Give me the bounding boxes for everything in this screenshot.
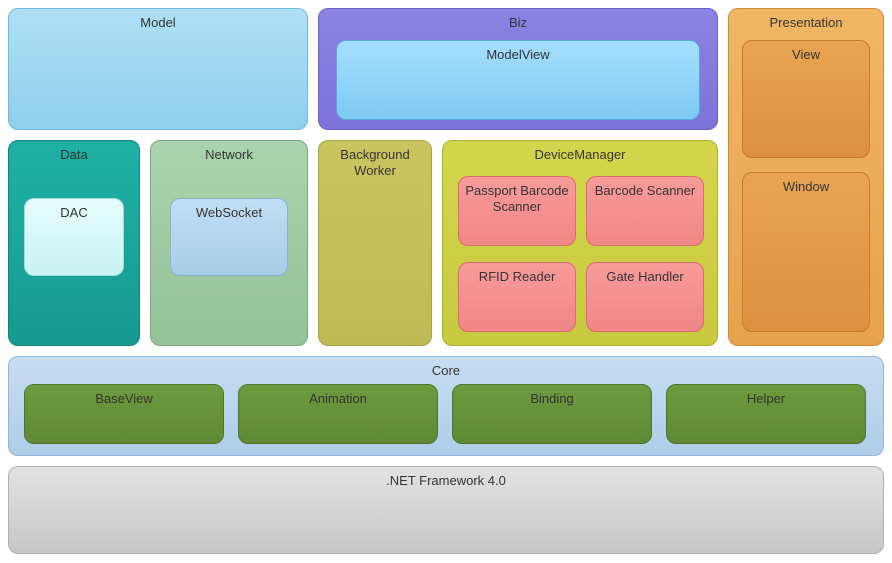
- modelview-box: ModelView: [336, 40, 700, 120]
- animation-label: Animation: [309, 391, 367, 406]
- presentation-label: Presentation: [770, 15, 843, 30]
- websocket-box: WebSocket: [170, 198, 288, 276]
- netframework-box: .NET Framework 4.0: [8, 466, 884, 554]
- passport-label: Passport Barcode Scanner: [465, 183, 569, 216]
- baseview-label: BaseView: [95, 391, 153, 406]
- dac-label: DAC: [60, 205, 87, 220]
- gate-label: Gate Handler: [606, 269, 683, 285]
- passport-box: Passport Barcode Scanner: [458, 176, 576, 246]
- backgroundworker-box: Background Worker: [318, 140, 432, 346]
- helper-box: Helper: [666, 384, 866, 444]
- gate-box: Gate Handler: [586, 262, 704, 332]
- view-label: View: [792, 47, 820, 62]
- model-box: Model: [8, 8, 308, 130]
- devicemanager-label: DeviceManager: [534, 147, 625, 162]
- window-box: Window: [742, 172, 870, 332]
- helper-label: Helper: [747, 391, 785, 406]
- animation-box: Animation: [238, 384, 438, 444]
- biz-label: Biz: [509, 15, 527, 30]
- barcode-label: Barcode Scanner: [595, 183, 695, 199]
- netframework-label: .NET Framework 4.0: [386, 473, 506, 488]
- window-label: Window: [783, 179, 829, 194]
- core-label: Core: [432, 363, 460, 378]
- backgroundworker-label: Background Worker: [325, 147, 426, 180]
- view-box: View: [742, 40, 870, 158]
- model-label: Model: [140, 15, 175, 30]
- baseview-box: BaseView: [24, 384, 224, 444]
- rfid-label: RFID Reader: [479, 269, 556, 285]
- network-label: Network: [205, 147, 253, 162]
- binding-label: Binding: [530, 391, 573, 406]
- websocket-label: WebSocket: [196, 205, 262, 220]
- dac-box: DAC: [24, 198, 124, 276]
- barcode-box: Barcode Scanner: [586, 176, 704, 246]
- binding-box: Binding: [452, 384, 652, 444]
- modelview-label: ModelView: [486, 47, 549, 62]
- data-label: Data: [60, 147, 87, 162]
- rfid-box: RFID Reader: [458, 262, 576, 332]
